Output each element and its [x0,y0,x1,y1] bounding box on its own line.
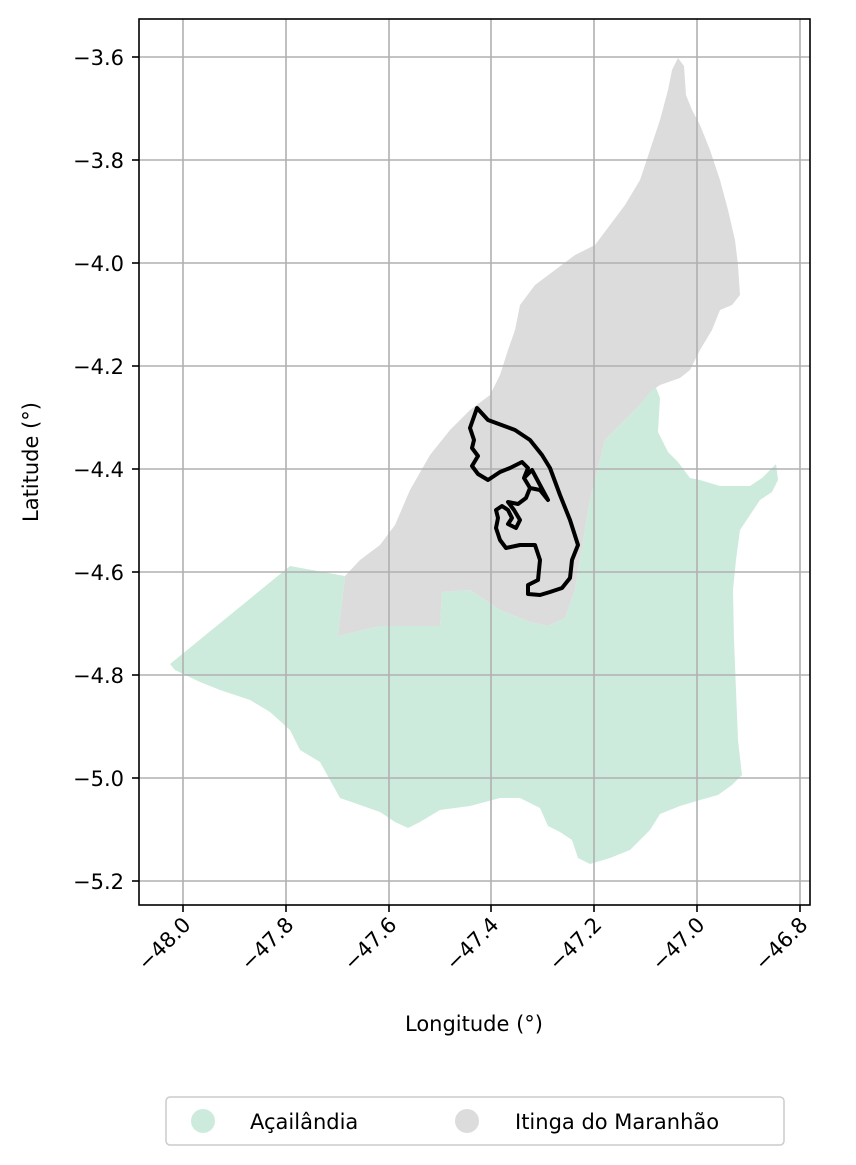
x-tick-label: −47.4 [441,913,503,975]
x-tick-label: −46.8 [750,913,812,975]
x-tick-label: −48.0 [133,913,195,975]
axes-frame [138,18,811,906]
y-tick-label: −4.0 [73,252,124,276]
y-tick-label: −3.6 [73,46,124,70]
legend-swatch-itinga [455,1109,479,1133]
y-tick-label: −5.2 [73,870,124,894]
plot-area [138,18,811,906]
x-tick-label: −47.2 [544,913,606,975]
x-tick-labels: −48.0 −47.8 −47.6 −47.4 −47.2 −47.0 −46.… [133,913,812,975]
y-tick-label: −4.4 [73,458,124,482]
y-tick-label: −4.6 [73,561,124,585]
tick-marks [132,56,801,912]
y-tick-label: −4.2 [73,355,124,379]
x-tick-label: −47.0 [647,913,709,975]
region-acailandia [170,385,778,864]
y-axis-label: Latitude (°) [19,402,43,522]
y-tick-label: −3.8 [73,149,124,173]
legend: Açailândia Itinga do Maranhão [165,1096,785,1146]
x-tick-label: −47.6 [339,913,401,975]
legend-swatch-acailandia [191,1109,215,1133]
region-itinga-do-maranhao [338,58,740,636]
y-tick-label: −4.8 [73,664,124,688]
x-tick-label: −47.8 [236,913,298,975]
legend-label-acailandia: Açailândia [250,1110,358,1134]
y-tick-label: −5.0 [73,767,124,791]
legend-label-itinga: Itinga do Maranhão [515,1110,719,1134]
x-axis-label: Longitude (°) [405,1012,543,1036]
y-tick-labels: −3.6 −3.8 −4.0 −4.2 −4.4 −4.6 −4.8 −5.0 … [73,46,124,894]
study-area-outline [468,406,580,597]
